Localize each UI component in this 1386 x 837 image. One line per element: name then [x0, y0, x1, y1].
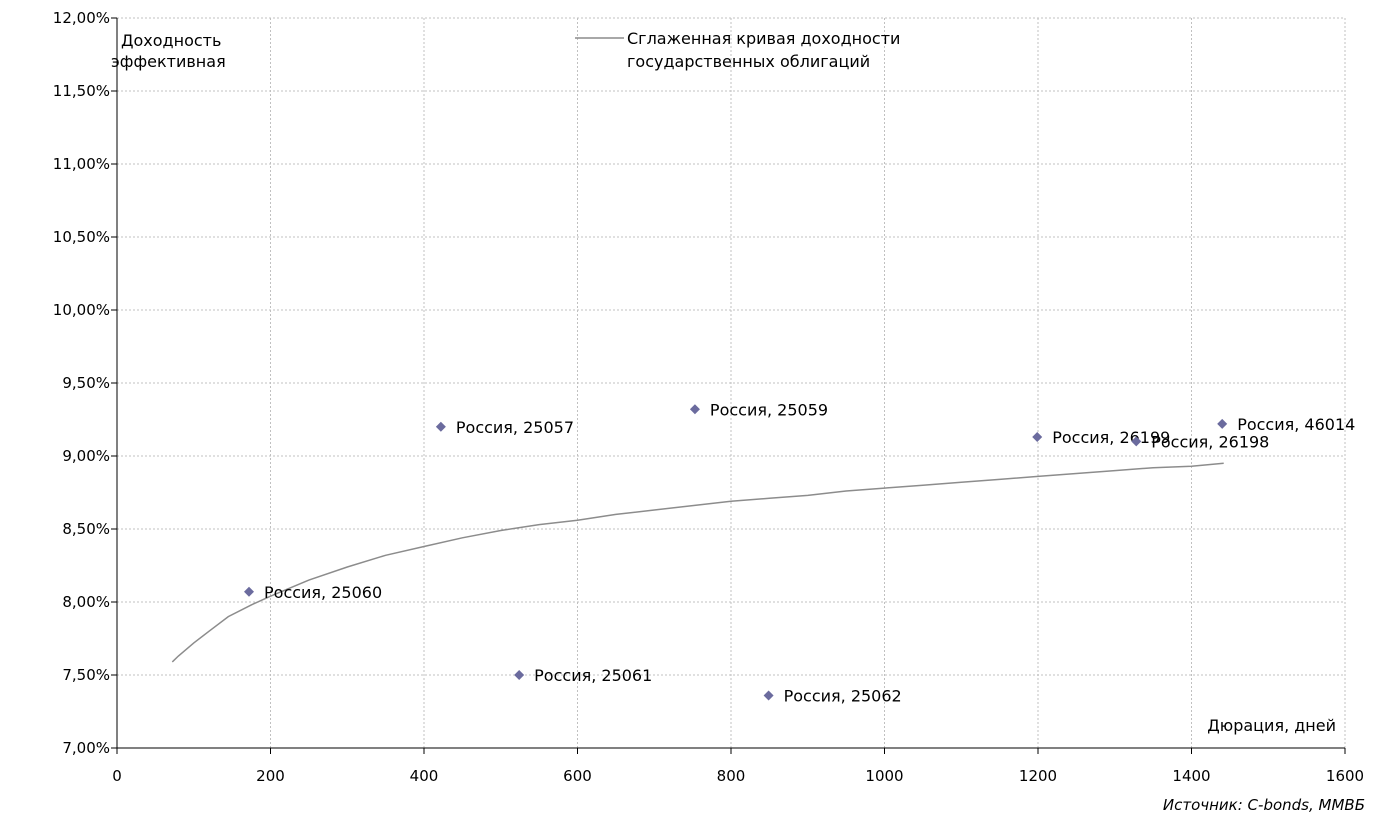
- bond-point-marker: [689, 404, 700, 415]
- x-tick-label: 1200: [1019, 767, 1057, 785]
- y-tick-label: 10,50%: [53, 228, 110, 246]
- y-axis-title-line-1: Доходность: [121, 31, 221, 50]
- x-tick-label: 1600: [1326, 767, 1364, 785]
- bond-point-label: Россия, 26199: [1052, 428, 1170, 447]
- bond-point-label: Россия, 25057: [456, 418, 574, 437]
- x-tick-label: 600: [563, 767, 592, 785]
- y-tick-label: 7,50%: [62, 666, 110, 684]
- y-tick-label: 11,00%: [53, 155, 110, 173]
- y-tick-label: 9,50%: [62, 374, 110, 392]
- grid-layer: [117, 17, 1346, 748]
- bond-point-label: Россия, 25062: [784, 686, 902, 705]
- legend-entry-line-2: государственных облигаций: [627, 52, 870, 71]
- x-axis-title: Дюрация, дней: [1207, 716, 1336, 735]
- bond-point-marker: [435, 421, 446, 432]
- bond-point-marker: [1131, 436, 1142, 447]
- curve-layer: [171, 462, 1224, 663]
- x-tick-label: 1000: [865, 767, 903, 785]
- x-tick-label: 800: [717, 767, 746, 785]
- bond-point-label: Россия, 26198: [1151, 432, 1269, 451]
- y-axis-title-line-2: эффективная: [111, 52, 226, 71]
- smoothed-yield-curve: [171, 462, 1224, 663]
- bond-point-marker: [1217, 418, 1228, 429]
- bond-point-marker: [763, 690, 774, 701]
- x-tick-label: 400: [410, 767, 439, 785]
- y-tick-label: 9,00%: [62, 447, 110, 465]
- source-note: Источник: C-bonds, ММВБ: [1163, 796, 1365, 814]
- y-tick-label: 12,00%: [53, 9, 110, 27]
- y-tick-label: 8,00%: [62, 593, 110, 611]
- bond-point-marker: [244, 586, 255, 597]
- y-tick-label: 11,50%: [53, 82, 110, 100]
- bond-point-label: Россия, 25059: [710, 400, 828, 419]
- bond-point-marker: [1032, 432, 1043, 443]
- bond-point-label: Россия, 25060: [264, 583, 382, 602]
- x-tick-label: 1400: [1172, 767, 1210, 785]
- axis-layer: 7,00% 7,50% 8,00% 8,50% 9,00% 9,50% 10,00% 10,5…: [53, 9, 1364, 785]
- legend-entry-line-1: Сглаженная кривая доходности: [627, 29, 900, 48]
- bond-point-label: Россия, 46014: [1237, 415, 1355, 434]
- x-tick-label: 200: [256, 767, 285, 785]
- y-tick-label: 8,50%: [62, 520, 110, 538]
- point-layer: Россия, 25060 Россия, 25057 Россия, 25061 Р…: [244, 400, 1355, 705]
- x-tick-label: 0: [112, 767, 122, 785]
- bond-point-marker: [514, 670, 525, 680]
- y-tick-label: 10,00%: [53, 301, 110, 319]
- y-tick-label: 7,00%: [62, 739, 110, 757]
- bond-point-label: Россия, 25061: [534, 666, 652, 685]
